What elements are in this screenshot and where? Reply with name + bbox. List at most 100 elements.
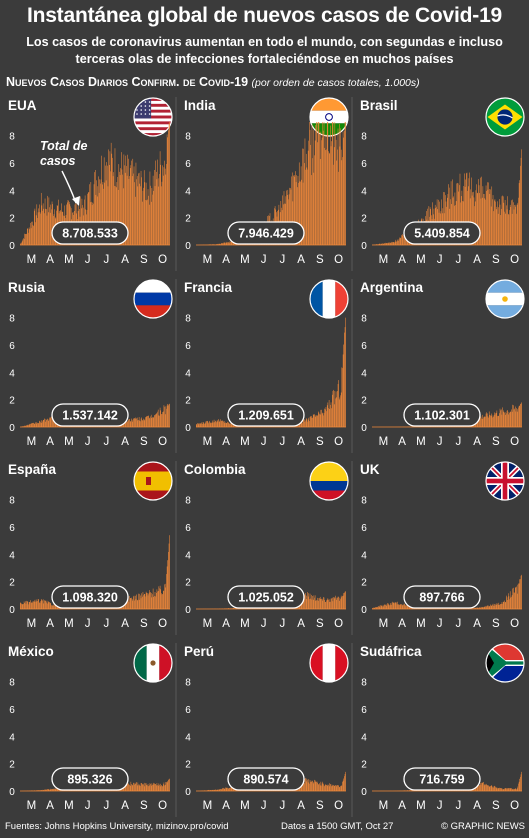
daily-bar — [40, 192, 42, 245]
daily-bar — [500, 787, 501, 791]
total-cases-pill — [403, 221, 481, 245]
daily-bar — [324, 147, 325, 245]
daily-bar — [504, 200, 506, 245]
daily-bar — [504, 600, 505, 609]
daily-bar — [113, 172, 114, 245]
daily-bar — [520, 575, 522, 609]
daily-bar — [317, 597, 318, 609]
month-label: S — [316, 800, 324, 812]
daily-bar — [121, 169, 123, 245]
month-label: M — [240, 618, 250, 630]
daily-bar — [132, 600, 134, 609]
daily-bar — [162, 786, 163, 791]
daily-bar — [305, 592, 306, 609]
daily-bar — [321, 137, 323, 245]
daily-bar — [313, 595, 315, 609]
daily-bar — [344, 776, 345, 791]
daily-bar — [227, 422, 229, 427]
daily-bar — [495, 201, 496, 245]
month-label: A — [121, 618, 129, 630]
daily-bar — [211, 422, 212, 427]
flag-star — [136, 109, 138, 111]
daily-bar — [497, 603, 498, 609]
daily-bar — [330, 125, 331, 245]
daily-bar — [196, 424, 198, 427]
daily-bar — [149, 592, 151, 609]
daily-bar — [47, 195, 48, 245]
daily-bar — [133, 596, 134, 609]
daily-bar — [222, 420, 224, 427]
daily-bar — [345, 122, 346, 245]
daily-bar — [344, 591, 346, 609]
daily-bar — [53, 605, 54, 609]
month-label: S — [492, 618, 500, 630]
daily-bar — [219, 244, 221, 245]
daily-bar — [477, 607, 479, 609]
daily-bar — [38, 599, 39, 609]
daily-bar — [30, 423, 32, 427]
daily-bar — [406, 604, 407, 609]
daily-bar — [293, 175, 294, 245]
daily-bar — [502, 407, 503, 427]
y-tick-label: 8 — [185, 314, 191, 325]
daily-bar — [401, 604, 402, 609]
daily-bar — [486, 784, 487, 791]
daily-bar — [487, 416, 489, 427]
daily-bar — [336, 397, 338, 427]
daily-bar — [157, 186, 159, 245]
daily-bar — [109, 151, 111, 245]
daily-bar — [108, 149, 109, 245]
daily-bar — [107, 186, 109, 245]
month-label: O — [510, 436, 519, 448]
daily-bar — [491, 605, 493, 609]
y-tick-label: 4 — [361, 186, 367, 197]
daily-bar — [466, 173, 467, 245]
daily-bar — [196, 424, 197, 427]
daily-bar — [337, 128, 339, 245]
annotation-text: casos — [40, 154, 75, 168]
daily-bar — [152, 588, 154, 609]
daily-bar — [457, 183, 459, 245]
country-name: UK — [360, 462, 380, 477]
flag-sun — [502, 296, 508, 302]
daily-bar — [507, 410, 508, 427]
flag-part — [310, 481, 348, 491]
flag-stripe — [134, 106, 172, 110]
daily-bar — [213, 789, 215, 791]
daily-bar — [290, 189, 292, 245]
daily-bar — [148, 593, 149, 609]
daily-bar — [319, 783, 320, 791]
daily-bar — [46, 600, 48, 609]
daily-bar — [201, 423, 202, 427]
daily-bar — [514, 204, 515, 245]
daily-bar — [143, 187, 144, 245]
daily-bar — [150, 185, 151, 245]
daily-bar — [302, 182, 304, 245]
daily-bar — [40, 420, 42, 427]
daily-bar — [42, 203, 44, 245]
daily-bar — [323, 130, 324, 245]
daily-bar — [511, 409, 512, 427]
flag-stripe — [134, 133, 172, 136]
daily-bar — [474, 607, 476, 609]
flag-stripe — [134, 127, 172, 131]
month-label: O — [510, 800, 519, 812]
daily-bar — [513, 592, 515, 609]
daily-bar — [222, 243, 224, 245]
daily-bar — [49, 417, 50, 427]
daily-bar — [208, 423, 209, 427]
daily-bar — [31, 423, 32, 427]
daily-bar — [335, 595, 336, 609]
daily-bar — [319, 414, 320, 427]
daily-bar — [478, 419, 479, 427]
daily-bar — [324, 786, 325, 791]
flag-star — [144, 113, 147, 115]
daily-bar — [205, 421, 207, 427]
daily-bar — [153, 782, 155, 791]
daily-bar — [322, 781, 324, 791]
daily-bar — [513, 788, 515, 791]
daily-bar — [321, 413, 323, 427]
daily-bar — [385, 605, 386, 609]
daily-bar — [511, 595, 513, 609]
month-label: O — [158, 618, 167, 630]
